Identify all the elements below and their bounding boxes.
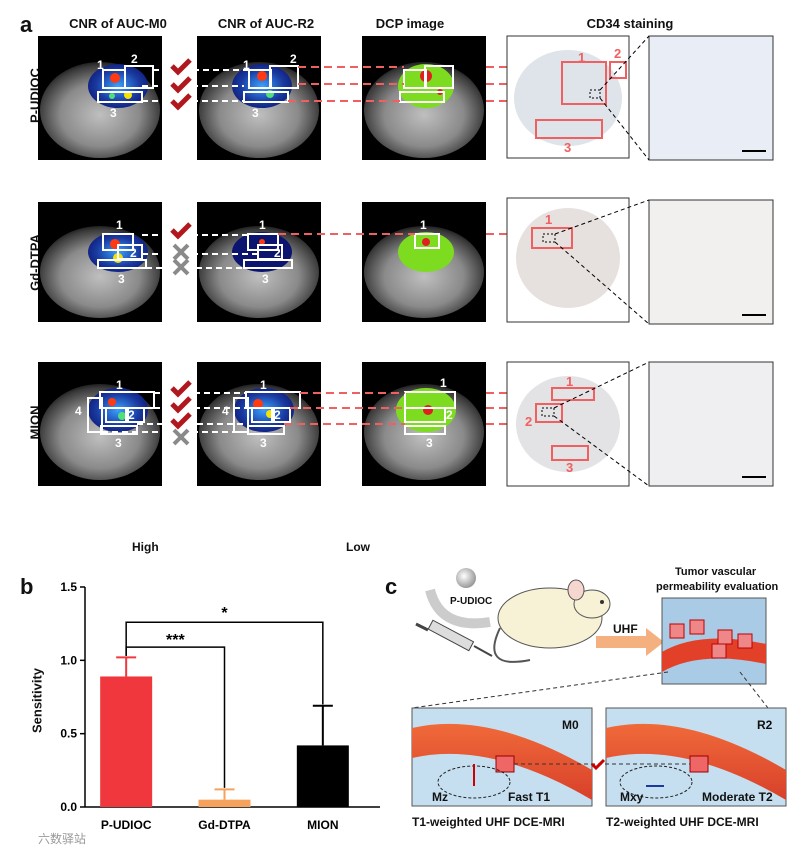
mz-label: Mz <box>432 790 448 804</box>
region-number: 1 <box>116 378 123 392</box>
panel-a-label: a <box>20 12 33 37</box>
column-header-cd34: CD34 staining <box>586 16 674 31</box>
significance-label: * <box>221 605 228 622</box>
stain-region-number: 2 <box>525 414 533 429</box>
p-dcp-image <box>362 36 486 160</box>
moderate-t2-label: Moderate T2 <box>702 790 773 804</box>
colorbar-low-label: Low <box>346 540 370 554</box>
colorbar-high-label: High <box>132 540 159 554</box>
m-m0-image <box>38 362 162 486</box>
column-header-m0: CNR of AUC-M0 <box>69 16 167 31</box>
region-number: 1 <box>259 218 266 232</box>
region-number: 2 <box>290 52 297 66</box>
tissue-illustration <box>661 597 767 685</box>
stain-region-number: 3 <box>566 460 574 475</box>
region-number: 2 <box>446 408 453 422</box>
check-icon <box>590 758 606 771</box>
t2-mechanism <box>605 707 787 807</box>
region-number: 2 <box>274 408 281 422</box>
y-axis-label: Sensitivity <box>29 667 45 734</box>
region-number: 4 <box>75 404 82 418</box>
p-udioc-marks <box>170 58 192 111</box>
significance-bracket <box>125 621 324 705</box>
column-header-r2: CNR of AUC-R2 <box>217 16 315 31</box>
t1-caption: T1-weighted UHF DCE-MRI <box>412 815 565 829</box>
bar-p-udioc <box>100 676 153 807</box>
region-number: 3 <box>118 272 125 286</box>
p-r2-image <box>197 36 321 160</box>
y-tick-label: 1.5 <box>60 580 77 594</box>
region-number: 3 <box>260 436 267 450</box>
region-number: 1 <box>420 218 427 232</box>
uhf-arrow-icon <box>596 628 664 656</box>
title-line1: Tumor vascular <box>675 566 757 578</box>
stain-region-number: 3 <box>564 140 572 155</box>
region-number: 1 <box>243 58 250 72</box>
y-tick-label: 0.0 <box>60 800 77 814</box>
region-number: 2 <box>128 408 135 422</box>
region-number: 1 <box>260 378 267 392</box>
mouse-icon <box>493 579 611 663</box>
region-number: 3 <box>115 436 122 450</box>
x-tick-label: P-UDIOC <box>101 818 152 832</box>
region-number: 1 <box>440 376 447 390</box>
region-number: 2 <box>131 52 138 66</box>
title-line2: permeability evaluation <box>656 581 779 593</box>
region-number: 1 <box>97 58 104 72</box>
region-number: 4 <box>222 404 229 418</box>
panel-c-illustration <box>411 568 787 807</box>
r2-label: R2 <box>757 718 773 732</box>
region-number: 3 <box>426 436 433 450</box>
panel-c-label: c <box>385 574 398 599</box>
g-stain-zoom <box>648 199 774 325</box>
stain-region-number: 1 <box>545 212 553 227</box>
agent-label: P-UDIOC <box>450 596 493 607</box>
region-number: 1 <box>116 218 123 232</box>
region-number: 3 <box>262 272 269 286</box>
g-stain-whole <box>506 197 630 323</box>
bar-gd-dtpa <box>198 799 251 807</box>
p-m0-image <box>38 36 162 160</box>
watermark: 六数驿站 <box>38 832 87 846</box>
nanoparticle-icon <box>456 568 476 588</box>
x-tick-label: Gd-DTPA <box>198 818 251 832</box>
x-tick-label: MION <box>307 818 338 832</box>
g-m0-image <box>38 202 162 322</box>
gd-dtpa-marks <box>170 222 192 276</box>
uhf-label: UHF <box>613 622 638 636</box>
panel-b-label: b <box>20 574 34 599</box>
mri-grid <box>38 35 774 487</box>
sensitivity-bar-chart: 0.00.51.01.5P-UDIOC Gd-DTPA MION**** <box>60 580 380 832</box>
region-number: 3 <box>252 106 259 120</box>
mion-marks <box>170 380 192 446</box>
bar-mion <box>296 745 349 807</box>
g-dcp-image <box>362 202 486 322</box>
region-number: 3 <box>110 106 117 120</box>
m-stain-zoom <box>648 361 774 487</box>
region-number: 2 <box>274 246 281 260</box>
m0-label: M0 <box>562 718 579 732</box>
g-r2-image <box>197 202 321 322</box>
mxy-label: Mxy <box>620 790 644 804</box>
t1-mechanism <box>411 707 593 807</box>
significance-bracket <box>125 646 226 788</box>
region-number: 2 <box>130 246 137 260</box>
y-tick-label: 1.0 <box>60 653 77 667</box>
t2-caption: T2-weighted UHF DCE-MRI <box>606 815 759 829</box>
column-header-dcp: DCP image <box>375 16 445 31</box>
y-tick-label: 0.5 <box>60 727 77 741</box>
stain-region-number: 1 <box>566 374 574 389</box>
stain-region-number: 1 <box>578 50 586 65</box>
stain-region-number: 2 <box>614 46 622 61</box>
fast-t1-label: Fast T1 <box>508 790 551 804</box>
syringe-icon <box>415 619 493 657</box>
p-stain-zoom <box>648 35 774 161</box>
m-stain-whole <box>506 361 630 487</box>
significance-label: *** <box>166 632 185 649</box>
